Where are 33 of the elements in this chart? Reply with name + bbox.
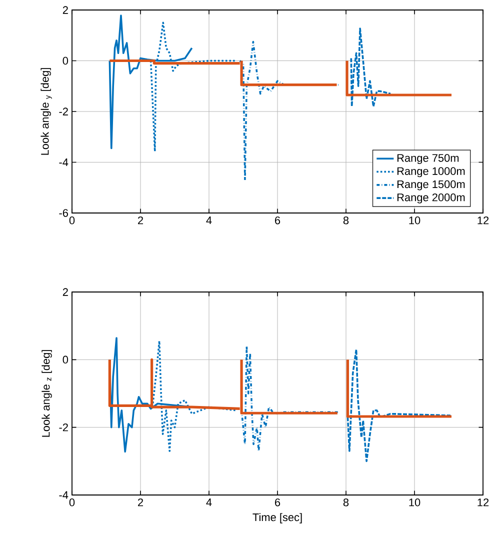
x-tick-label: 2 (138, 498, 143, 506)
x-tick-label: 6 (275, 216, 280, 224)
x-tick-label: 10 (409, 498, 420, 506)
line-series (350, 28, 392, 108)
y-tick-label: -2 (59, 424, 68, 432)
y-axis-title: Look angle $_{y}$ [deg] (40, 68, 52, 155)
x-tick-label: 0 (69, 498, 75, 506)
legend-label: Range 1000m (397, 167, 465, 178)
x-tick-label: 4 (206, 498, 212, 506)
x-tick-label: 8 (343, 216, 349, 224)
x-tick-label: 12 (478, 498, 489, 506)
y-tick-label: 0 (62, 56, 68, 65)
line-series (240, 345, 340, 452)
y-tick-label: 2 (62, 288, 68, 296)
x-tick-label: 10 (409, 216, 420, 224)
x-tick-label: 4 (206, 216, 212, 224)
y-tick-label: -4 (59, 491, 68, 499)
line-series (346, 348, 452, 462)
y-tick-label: 0 (62, 356, 68, 364)
legend-label: Range 1500m (397, 180, 465, 190)
y-tick-label: 2 (62, 6, 68, 14)
x-tick-label: 12 (478, 216, 489, 224)
y-tick-label: -4 (59, 158, 68, 166)
x-tick-label: 6 (275, 498, 280, 506)
x-tick-label: 8 (343, 498, 349, 506)
legend-label: Range 2000m (397, 193, 465, 204)
x-axis-title: Time [sec] (252, 513, 302, 524)
x-tick-label: 0 (69, 216, 75, 224)
legend-label: Range 750m (397, 154, 459, 164)
x-tick-label: 2 (138, 216, 143, 224)
y-axis-title: Look angle $_{z}$ [deg] (42, 350, 52, 437)
y-tick-label: -2 (59, 108, 68, 116)
y-tick-label: -6 (59, 209, 68, 217)
